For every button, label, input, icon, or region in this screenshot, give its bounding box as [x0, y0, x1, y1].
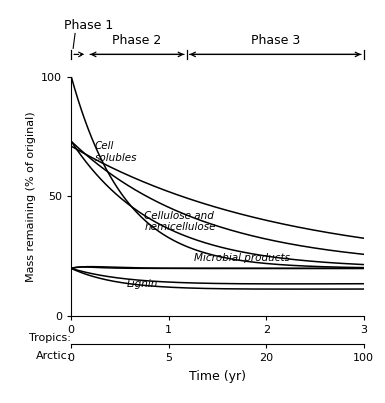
Text: Cellulose and
hemicellulose: Cellulose and hemicellulose	[144, 211, 216, 233]
Text: Lignin: Lignin	[127, 279, 158, 289]
Text: Cell
solubles: Cell solubles	[95, 141, 137, 163]
Text: Arctic:: Arctic:	[35, 351, 71, 361]
Text: Tropics:: Tropics:	[29, 333, 71, 343]
Text: Phase 2: Phase 2	[112, 34, 162, 47]
Text: Phase 3: Phase 3	[251, 34, 300, 47]
Text: Microbial products: Microbial products	[194, 253, 290, 263]
Text: Phase 1: Phase 1	[64, 19, 113, 32]
Y-axis label: Mass remaining (% of original): Mass remaining (% of original)	[26, 111, 36, 282]
Text: Time (yr): Time (yr)	[189, 370, 246, 383]
